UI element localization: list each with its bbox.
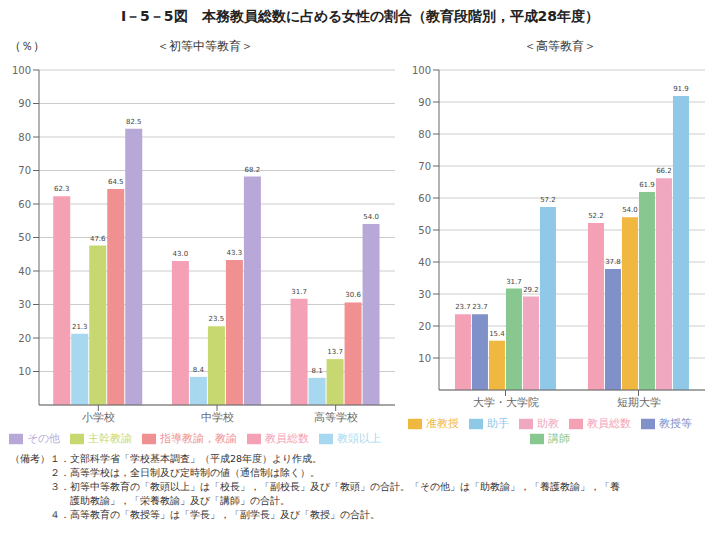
html-text:その他: その他: [27, 432, 60, 445]
svg-text:60: 60: [418, 193, 431, 204]
svg-text:52.2: 52.2: [588, 212, 604, 220]
html-text:２．高等学校は，全日制及び定時制の値（通信制は除く）。: ２．高等学校は，全日制及び定時制の値（通信制は除く）。: [10, 467, 320, 478]
svg-text:70: 70: [418, 161, 431, 172]
svg-text:50: 50: [18, 232, 31, 243]
svg-text:10: 10: [418, 353, 431, 364]
svg-text:47.6: 47.6: [90, 235, 106, 243]
svg-text:20: 20: [18, 333, 31, 344]
svg-text:91.9: 91.9: [673, 85, 689, 93]
html-text:（備考）１．文部科学省「学校基本調査」（平成28年度）より作: （備考）１．文部科学省「学校基本調査」（平成28年度）より作成。: [10, 453, 323, 464]
html-text:＜初等中等教育＞: ＜初等中等教育＞: [157, 39, 253, 53]
svg-text:40: 40: [18, 266, 31, 277]
svg-text:大学・大学院: 大学・大学院: [473, 396, 539, 409]
html-text:４．高等教育の「教授等」は「学長」，「副学長」及び「教授」の: ４．高等教育の「教授等」は「学長」，「副学長」及び「教授」の合計。: [10, 509, 380, 520]
html-text:教授等: 教授等: [659, 417, 692, 430]
svg-text:80: 80: [18, 132, 31, 143]
svg-text:50: 50: [418, 225, 431, 236]
svg-text:60: 60: [18, 199, 31, 210]
svg-text:80: 80: [418, 129, 431, 140]
svg-text:54.0: 54.0: [363, 213, 379, 221]
svg-text:10: 10: [18, 366, 31, 377]
svg-text:90: 90: [18, 98, 31, 109]
svg-text:短期大学: 短期大学: [617, 396, 661, 409]
html-text:教員総数: 教員総数: [265, 432, 309, 445]
svg-text:61.9: 61.9: [639, 181, 655, 189]
svg-text:57.2: 57.2: [540, 196, 556, 204]
html-text:助教: 助教: [537, 417, 559, 430]
svg-text:54.0: 54.0: [622, 206, 638, 214]
svg-text:20: 20: [418, 321, 431, 332]
html-text:護助教諭」，「栄養教諭」及び「講師」の合計。: 護助教諭」，「栄養教諭」及び「講師」の合計。: [10, 495, 290, 506]
svg-text:70: 70: [18, 165, 31, 176]
html-text:講師: 講師: [548, 432, 570, 445]
svg-text:中学校: 中学校: [201, 411, 234, 424]
html-text:＜高等教育＞: ＜高等教育＞: [524, 39, 596, 53]
html-text:教員総数: 教員総数: [587, 417, 631, 430]
svg-text:62.3: 62.3: [54, 185, 70, 193]
svg-text:43.3: 43.3: [227, 249, 243, 257]
svg-text:30: 30: [18, 299, 31, 310]
html-text:指導教諭，教諭: 指導教諭，教諭: [160, 432, 237, 445]
svg-text:高等学校: 高等学校: [314, 411, 358, 424]
svg-text:8.4: 8.4: [193, 366, 205, 374]
svg-text:23.5: 23.5: [209, 315, 225, 323]
svg-text:100: 100: [412, 65, 431, 76]
svg-text:13.7: 13.7: [327, 348, 343, 356]
svg-text:31.7: 31.7: [506, 278, 522, 286]
html-text:主幹教諭: 主幹教諭: [88, 432, 132, 445]
svg-text:29.2: 29.2: [523, 286, 539, 294]
svg-text:90: 90: [418, 97, 431, 108]
svg-text:小学校: 小学校: [82, 411, 115, 424]
svg-text:64.5: 64.5: [108, 178, 124, 186]
svg-text:23.7: 23.7: [455, 303, 471, 311]
svg-text:31.7: 31.7: [291, 288, 307, 296]
html-text:助手: 助手: [487, 417, 509, 430]
svg-text:66.2: 66.2: [656, 167, 672, 175]
svg-text:68.2: 68.2: [245, 166, 261, 174]
svg-text:82.5: 82.5: [126, 118, 142, 126]
svg-text:37.8: 37.8: [605, 258, 621, 266]
svg-text:43.0: 43.0: [173, 250, 189, 258]
svg-text:30.6: 30.6: [345, 291, 361, 299]
svg-text:40: 40: [418, 257, 431, 268]
svg-text:15.4: 15.4: [489, 330, 505, 338]
svg-text:100: 100: [12, 65, 31, 76]
html-text:教頭以上: 教頭以上: [337, 432, 381, 445]
html-text:３．初等中等教育の「教頭以上」は「校長」，「副校長」及び「教: ３．初等中等教育の「教頭以上」は「校長」，「副校長」及び「教頭」の合計。「その他…: [10, 481, 620, 492]
html-text:I－5－5図 本務教員総数に占める女性の割合（教育段階別，平: I－5－5図 本務教員総数に占める女性の割合（教育段階別，平成28年度）: [120, 8, 600, 24]
svg-text:21.3: 21.3: [72, 323, 88, 331]
html-text:准教授: 准教授: [426, 417, 459, 430]
svg-text:8.1: 8.1: [312, 367, 323, 375]
svg-text:30: 30: [418, 289, 431, 300]
svg-text:23.7: 23.7: [472, 303, 488, 311]
